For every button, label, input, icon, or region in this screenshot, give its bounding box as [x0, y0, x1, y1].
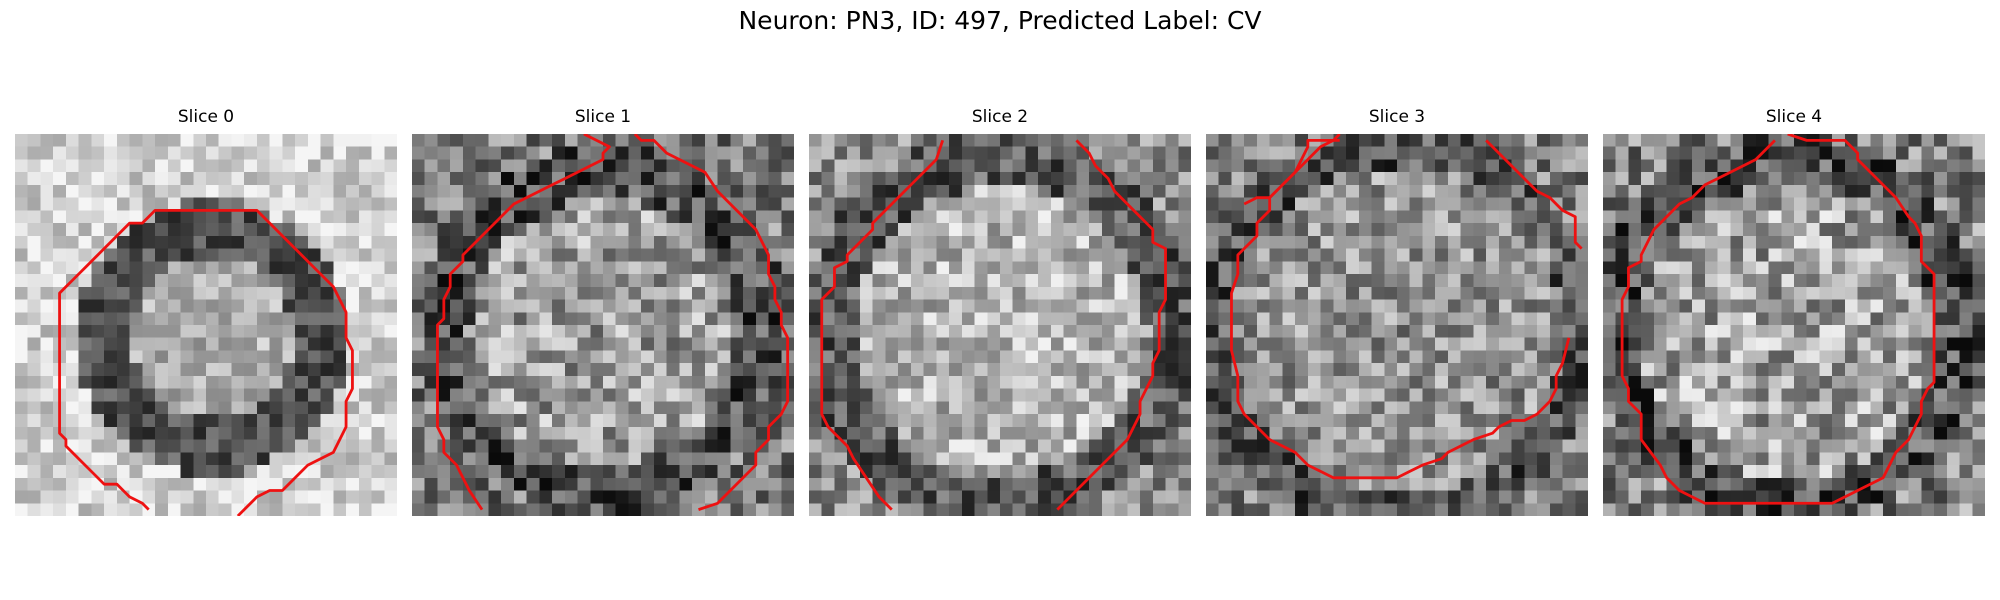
slice-image-2 [809, 134, 1191, 516]
slice-title-3: Slice 3 [1368, 107, 1426, 127]
slice-panel-0: Slice 0 [15, 107, 397, 516]
contour-line [820, 139, 945, 511]
slice-image-1 [412, 134, 794, 516]
contour-line [633, 134, 790, 511]
slice-image-3 [1206, 134, 1588, 516]
slice-title-2: Slice 2 [971, 107, 1029, 127]
slice-panel-1: Slice 1 [412, 107, 794, 516]
slice-panel-4: Slice 4 [1603, 107, 1985, 516]
slice-title-4: Slice 4 [1765, 107, 1823, 127]
contour-line [58, 208, 354, 516]
contour-line [436, 134, 611, 511]
figure-title: Neuron: PN3, ID: 497, Predicted Label: C… [738, 6, 1262, 35]
contour-line [1056, 139, 1167, 511]
contour-line [1620, 134, 1936, 505]
slice-image-4 [1603, 134, 1985, 516]
slice-title-0: Slice 0 [177, 107, 235, 127]
contour-line [1230, 138, 1571, 480]
slice-title-1: Slice 1 [574, 107, 632, 127]
slice-panel-2: Slice 2 [809, 107, 1191, 516]
slice-panel-3: Slice 3 [1206, 107, 1588, 516]
contour-line [1485, 139, 1583, 250]
slice-image-0 [15, 134, 397, 516]
